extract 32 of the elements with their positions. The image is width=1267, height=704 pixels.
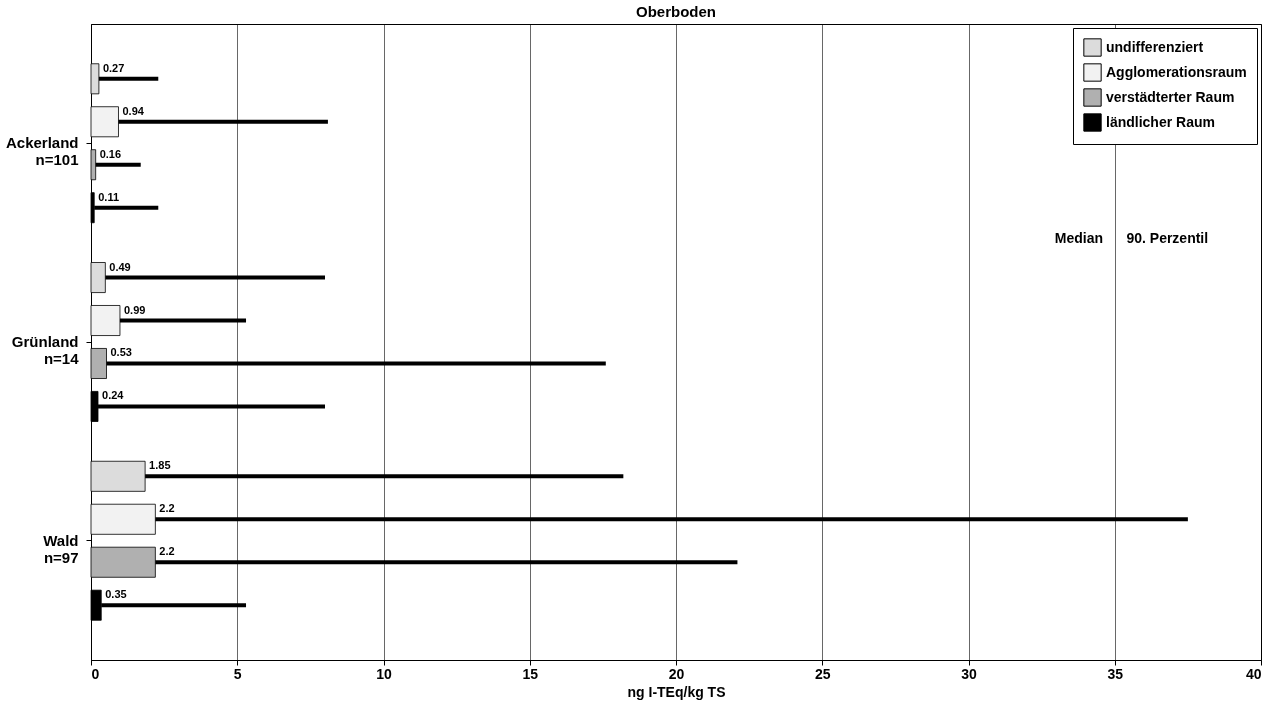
data-label: 2.2 (159, 502, 175, 515)
legend-label: ländlicher Raum (1106, 113, 1215, 130)
y-tick-label: Wald n=97 (43, 531, 79, 566)
legend-label: undifferenziert (1106, 38, 1204, 55)
data-label: 0.24 (102, 389, 125, 402)
legend-label: Agglomerationsraum (1106, 63, 1247, 80)
data-label: 1.85 (149, 459, 171, 472)
x-tick-label: 5 (233, 665, 242, 682)
data-label: 0.16 (99, 147, 122, 160)
chart-title: Oberboden (635, 3, 717, 20)
legend-label: verstädterter Raum (1106, 88, 1235, 105)
x-tick-label: 20 (668, 665, 685, 682)
data-label: 0.11 (98, 190, 120, 203)
x-tick-label: 35 (1107, 665, 1124, 682)
y-tick-label: Ackerland n=101 (5, 134, 79, 169)
x-tick-label: 0 (91, 665, 100, 682)
x-tick-label: 10 (376, 665, 392, 682)
data-label: 0.53 (110, 346, 132, 359)
annotation: Median (1054, 230, 1104, 246)
data-label: 0.94 (122, 104, 145, 117)
data-label: 0.35 (105, 588, 127, 601)
x-tick-label: 30 (961, 665, 977, 682)
x-axis-title: ng I-TEq/kg TS (627, 683, 726, 700)
data-label: 0.27 (102, 61, 125, 74)
y-tick-label: Grünland n=14 (11, 333, 80, 367)
annotation: 90. Perzentil (1126, 230, 1209, 246)
data-label: 0.99 (123, 303, 146, 316)
data-label: 2.2 (159, 545, 175, 558)
x-tick-label: 25 (814, 665, 831, 682)
x-tick-label: 15 (522, 665, 539, 682)
data-label: 0.49 (109, 260, 131, 273)
x-tick-label: 40 (1245, 665, 1262, 682)
